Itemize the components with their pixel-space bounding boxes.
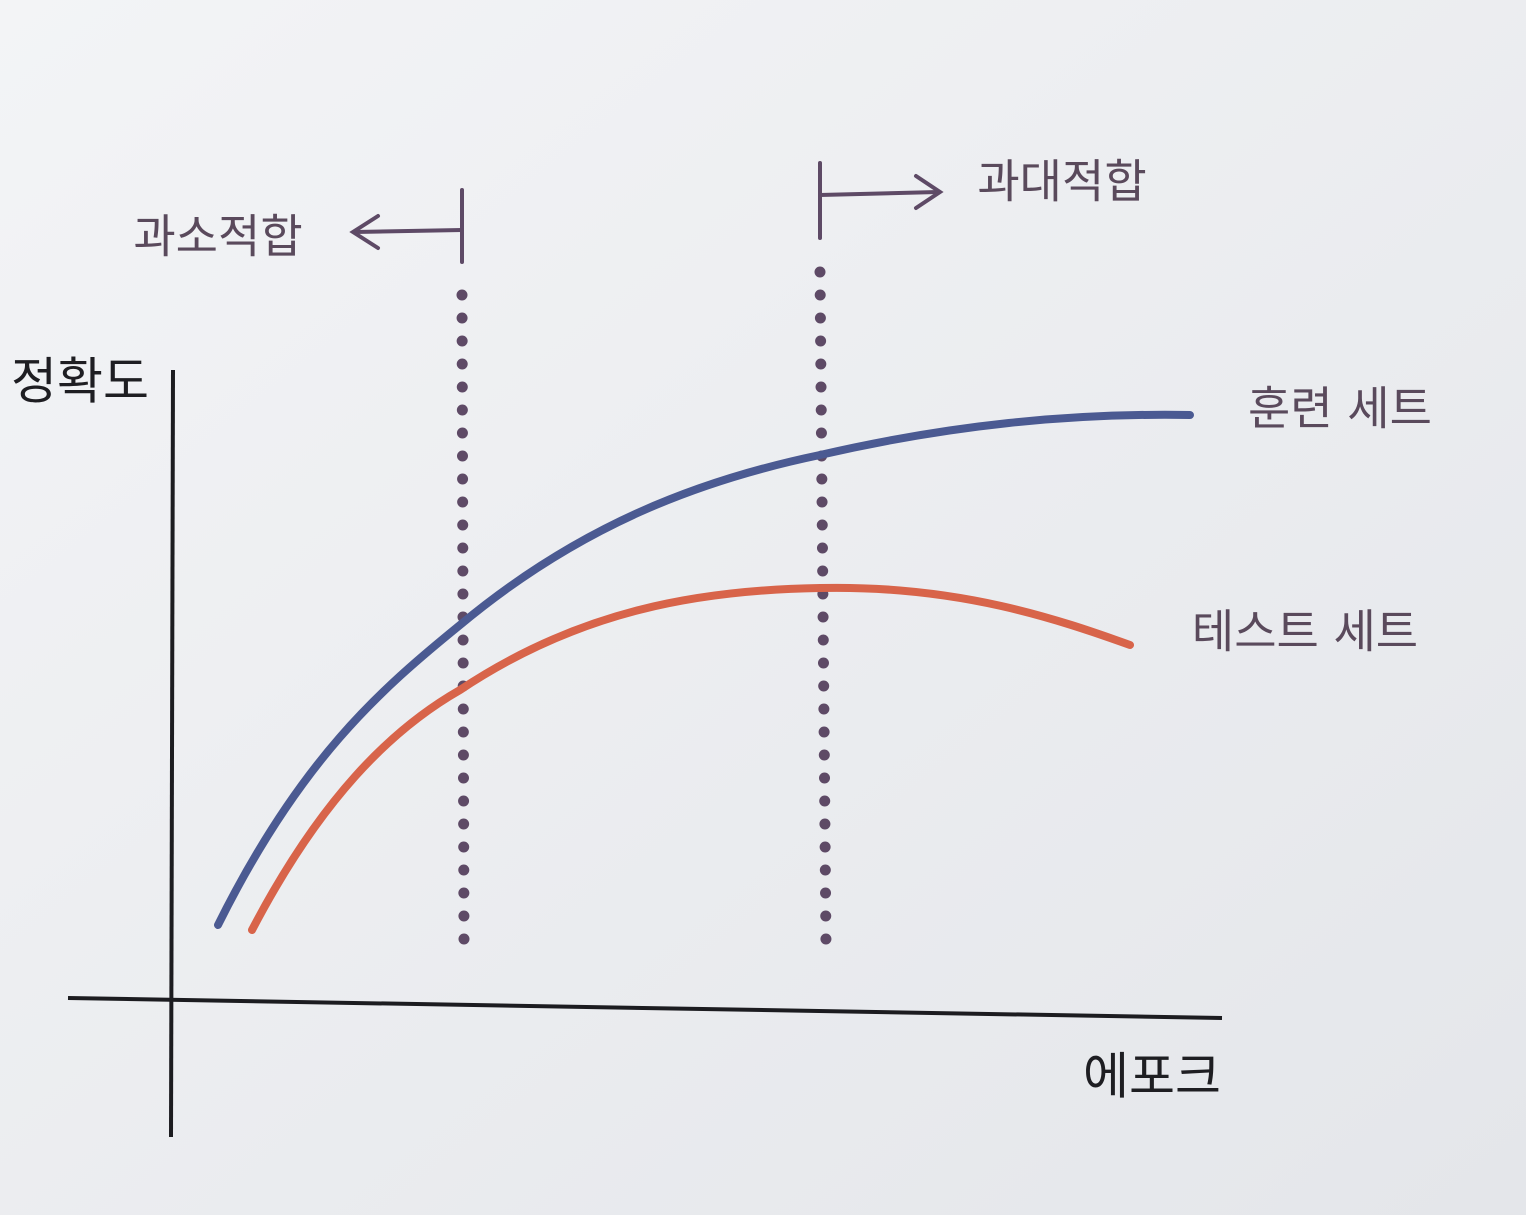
underfit-arrow: [349, 188, 464, 264]
underfit-label: 과소적합: [133, 210, 302, 264]
train-curve: [214, 410, 1194, 929]
x-axis-label: 에포크: [1083, 1048, 1221, 1106]
train-label: 훈련 세트: [1248, 382, 1432, 436]
overfit-label: 과대적합: [977, 155, 1146, 209]
y-axis: [169, 369, 175, 1138]
overfit-boundary: [814, 266, 832, 951]
test-label: 테스트 세트: [1192, 605, 1418, 659]
x-axis: [67, 996, 1223, 1020]
overfit-arrow: [818, 161, 944, 240]
y-axis-label: 정확도: [11, 353, 149, 411]
test-curve: [248, 583, 1134, 934]
